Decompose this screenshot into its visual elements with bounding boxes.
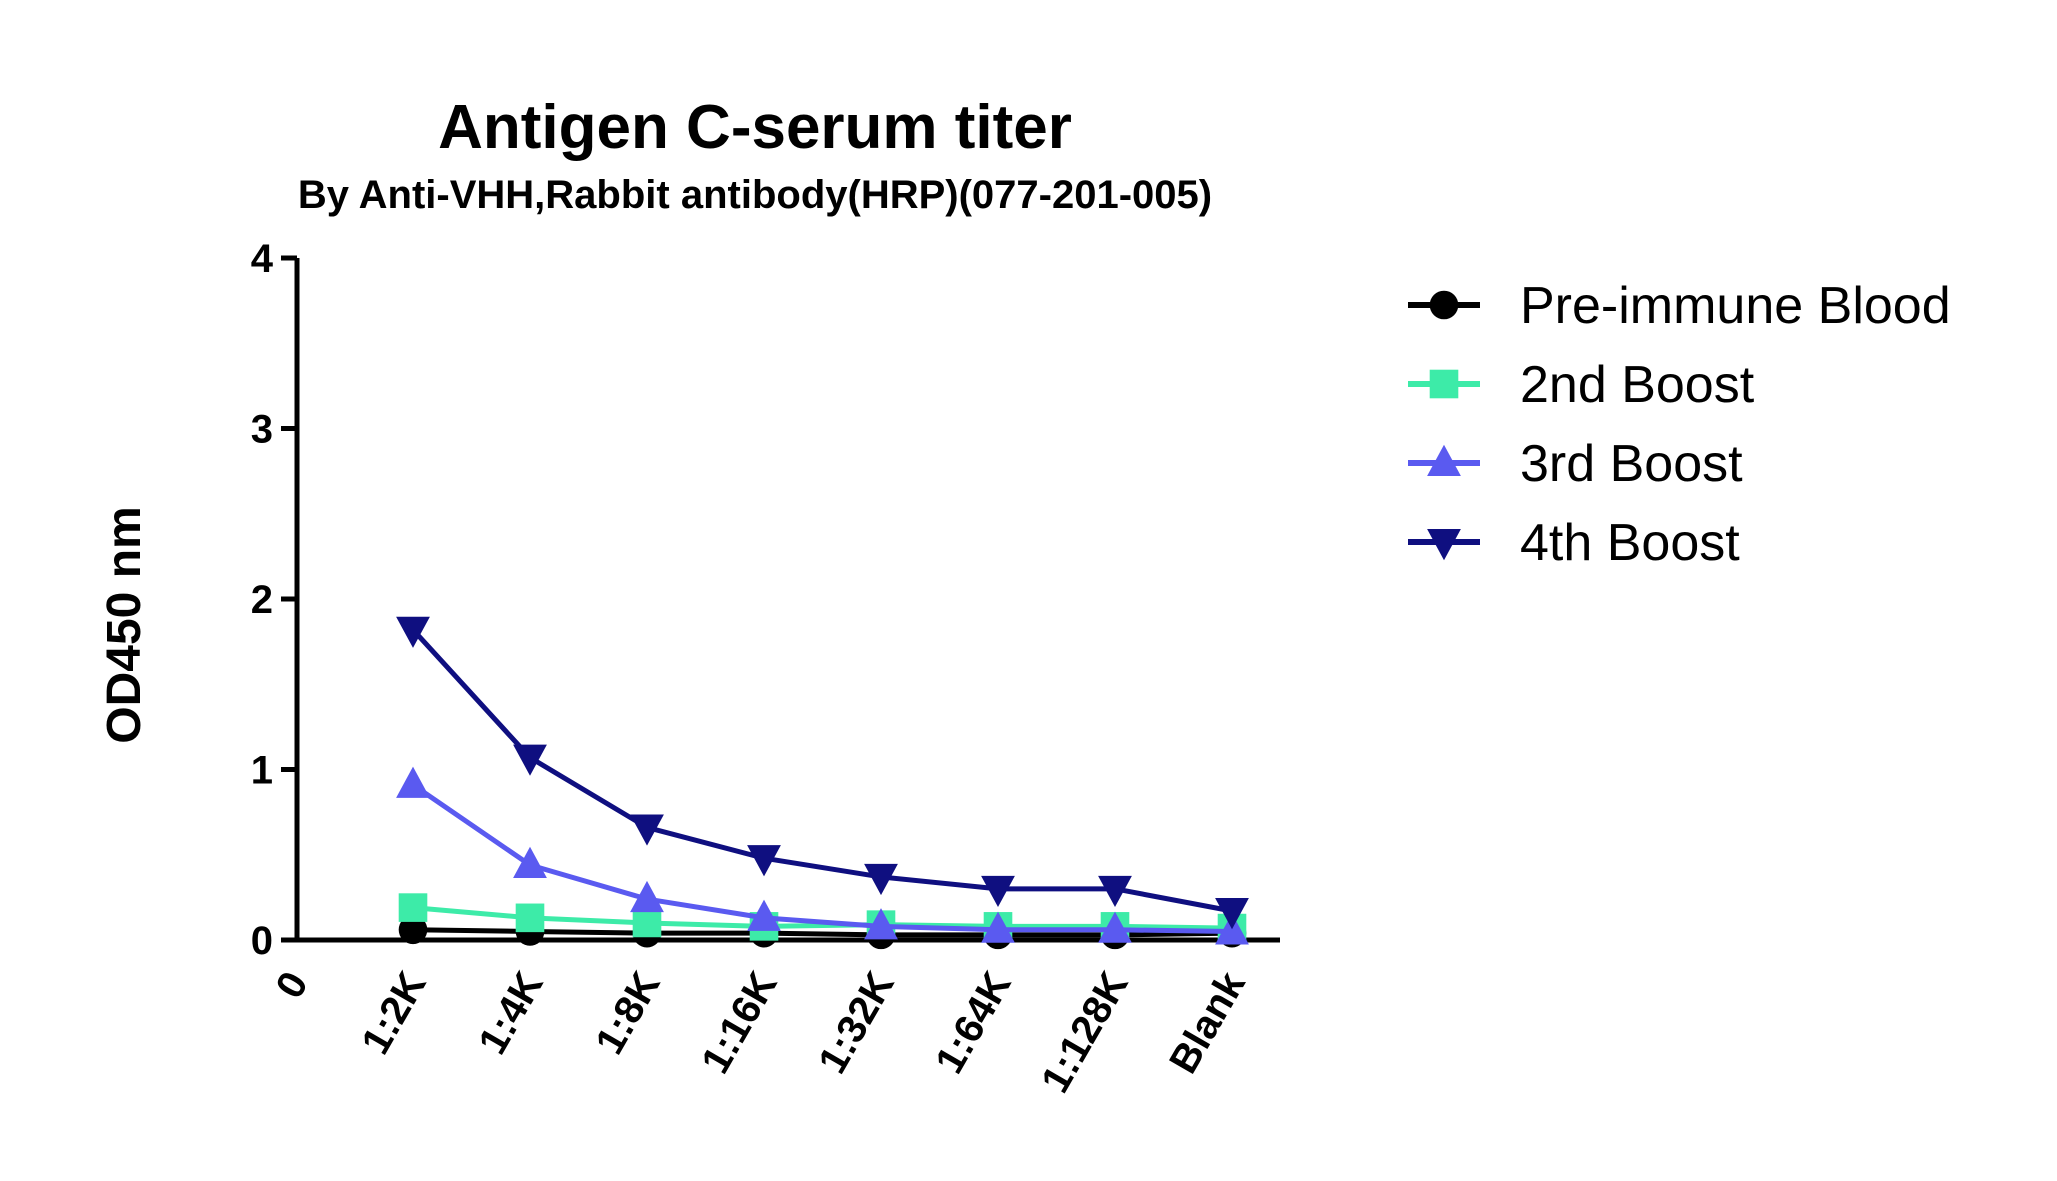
y-tick-label: 0 (251, 919, 273, 963)
data-point (1098, 875, 1132, 908)
x-tick-label: 1:32K (810, 964, 903, 1080)
y-axis-label: OD450 nm (98, 506, 151, 743)
data-point (396, 616, 430, 648)
axes: 0 1 2 3 4 0 1:2K 1:4K 1:8K 1:16K 1:32K 1:64K 1:128K B… (251, 237, 1280, 1100)
legend-item: 3rd Boost (1408, 435, 1743, 493)
data-point (398, 893, 428, 922)
legend-item: 4th Boost (1408, 514, 1740, 572)
data-point (513, 846, 547, 878)
x-tick-label: 1:16K (693, 964, 786, 1080)
legend-label: 4th Boost (1520, 514, 1740, 572)
data-point (632, 908, 662, 938)
chart-title: Antigen C-serum titer (438, 93, 1072, 162)
legend-marker (1429, 290, 1459, 320)
series-line (412, 905, 1233, 931)
series-3 (396, 766, 1249, 945)
data-point (981, 911, 1015, 943)
data-point (630, 814, 664, 846)
legend-label: 2nd Boost (1520, 356, 1755, 414)
y-tick-label: 1 (251, 749, 273, 793)
legend-marker (1427, 444, 1461, 476)
x-tick-label: 1:4K (470, 964, 552, 1061)
y-tick-label: 4 (251, 237, 274, 281)
data-point (747, 899, 781, 931)
data-point (630, 880, 664, 913)
data-point (396, 766, 430, 798)
x-tick-label: 1:64K (927, 964, 1020, 1080)
series-4 (396, 616, 1249, 930)
x-tick-label: Blank (1161, 964, 1254, 1081)
y-tick-label: 3 (251, 408, 273, 452)
x-origin-label: 0 (268, 965, 317, 1006)
legend-label: 3rd Boost (1520, 435, 1743, 493)
data-point (515, 903, 545, 933)
series-line (412, 927, 1233, 938)
chart-subtitle: By Anti-VHH,Rabbit antibody(HRP)(077-201… (298, 173, 1212, 217)
data-point (981, 875, 1015, 908)
x-tick-label: 1:2K (353, 964, 435, 1061)
legend-marker (1427, 529, 1461, 561)
data-point (1098, 911, 1132, 943)
data-point (864, 908, 898, 940)
legend-marker (1429, 369, 1459, 399)
y-tick-label: 2 (251, 578, 273, 622)
legend: Pre-immune Blood 2nd Boost 3rd Boost 4th Bo… (1408, 277, 1951, 572)
legend-item: Pre-immune Blood (1408, 277, 1951, 335)
data-point (747, 845, 781, 877)
series-line (411, 782, 1233, 934)
x-tick-label: 1:8K (587, 964, 669, 1061)
series-line (411, 628, 1233, 914)
data-point (864, 863, 898, 896)
x-tick-label: 1:128K (1033, 964, 1137, 1100)
data-point (513, 744, 547, 776)
legend-item: 2nd Boost (1408, 356, 1755, 414)
series-layer (396, 616, 1249, 950)
data-point (1215, 898, 1249, 930)
legend-label: Pre-immune Blood (1520, 277, 1951, 335)
data-point (398, 915, 428, 945)
